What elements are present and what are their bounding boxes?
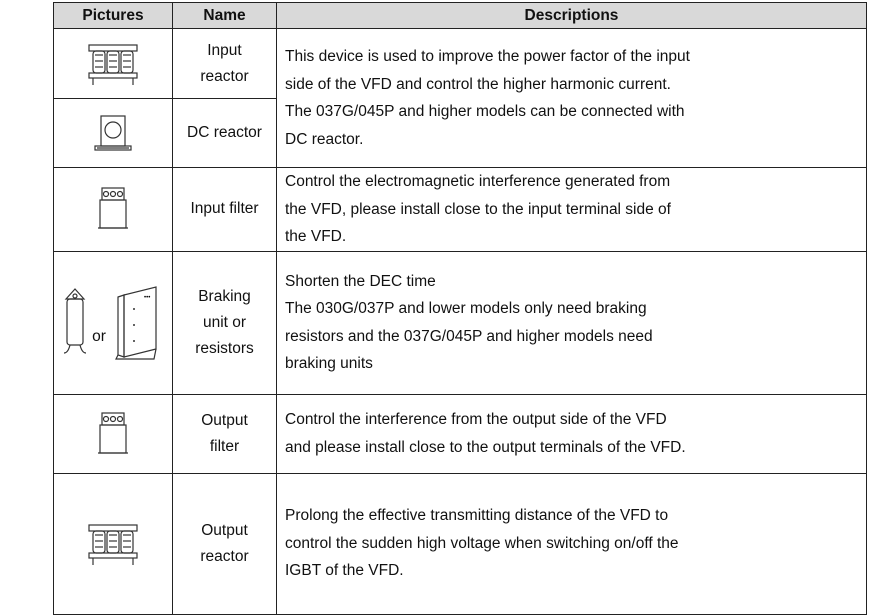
reactor-icon — [88, 523, 138, 565]
description-line: braking units — [285, 355, 373, 372]
name-line: unit or — [202, 313, 247, 331]
table-row: Input filter Control the electromagnetic … — [53, 167, 867, 252]
name-line: Braking — [198, 287, 251, 305]
name-line: reactor — [200, 67, 249, 85]
description-cell: This device is used to improve the power… — [276, 28, 867, 168]
table-row: Input reactor This device is used to impro… — [53, 28, 867, 168]
picture-cell — [53, 98, 173, 168]
description-line: Control the electromagnetic interference… — [285, 173, 671, 190]
description-line: The 037G/045P and higher models can be c… — [285, 103, 685, 120]
name-line: filter — [209, 437, 240, 455]
picture-cell: or ••• — [53, 250, 173, 395]
description-line: DC reactor. — [285, 130, 364, 148]
name-line: Output — [201, 411, 248, 429]
filter-icon — [98, 187, 128, 229]
braking-unit-icon: ••• — [114, 285, 157, 360]
description-line: Shorten the DEC time — [285, 272, 436, 290]
description-cell: Control the interference from the output… — [276, 393, 867, 474]
description-line: IGBT of the VFD. — [285, 562, 404, 580]
description-line: This device is used to improve the power… — [285, 48, 690, 65]
accessory-table: Pictures Name Descriptions Input reactor T… — [53, 2, 867, 615]
description-line: Prolong the effective transmitting dista… — [285, 507, 669, 525]
description-line: side of the VFD and control the higher h… — [285, 75, 671, 93]
header-cell: Descriptions — [276, 2, 867, 29]
name-cell: DC reactor — [172, 98, 277, 168]
name-line: DC reactor — [187, 124, 262, 141]
description-line: and please install close to the output t… — [285, 438, 686, 456]
picture-cell — [53, 167, 173, 252]
header-cell: Name — [172, 2, 277, 29]
table-body: Input reactor This device is used to impro… — [53, 28, 867, 615]
picture-cell — [53, 393, 173, 474]
resistor-icon — [64, 287, 87, 354]
table-row: DC reactor — [53, 98, 867, 168]
header-row: Pictures Name Descriptions — [53, 2, 867, 29]
description-line: the VFD, please install close to the inp… — [285, 200, 671, 218]
header-cell: Pictures — [53, 2, 173, 29]
description-line: the VFD. — [285, 228, 347, 245]
description-line: control the sudden high voltage when swi… — [285, 534, 679, 552]
filter-icon — [98, 411, 128, 454]
name-line: Input filter — [190, 200, 259, 218]
name-line: reactor — [200, 547, 249, 565]
picture-cell — [53, 472, 173, 615]
description-line: The 030G/037P and lower models only need… — [285, 300, 647, 317]
name-cell: Input reactor — [172, 28, 277, 99]
description-line: resistors and the 037G/045P and higher m… — [285, 327, 653, 345]
description-line: Control the interference from the output… — [285, 411, 667, 428]
name-cell: Input filter — [172, 167, 277, 252]
description-cell: Control the electromagnetic interference… — [276, 167, 867, 252]
reactor-icon — [88, 43, 138, 85]
svg-text:•••: ••• — [144, 295, 150, 301]
description-cell: Prolong the effective transmitting dista… — [276, 472, 867, 615]
dc-reactor-icon — [94, 115, 132, 151]
name-cell: Output filter — [172, 393, 277, 474]
picture-note: or — [92, 327, 106, 345]
name-line: resistors — [195, 339, 254, 357]
name-line: Output — [201, 521, 248, 539]
name-cell: Output reactor — [172, 472, 277, 615]
table-row: Output filter Control the interference fro… — [53, 393, 867, 474]
table-row: Output reactor Prolong the effective trans… — [53, 472, 867, 615]
description-cell: Shorten the DEC time The 030G/037P and lo… — [276, 250, 867, 395]
name-line: Input — [207, 41, 242, 59]
name-cell: Braking unit or resistors — [172, 250, 277, 395]
picture-cell — [53, 28, 173, 99]
table-row: or ••• Braking unit or resistors Shorten the … — [53, 250, 867, 395]
